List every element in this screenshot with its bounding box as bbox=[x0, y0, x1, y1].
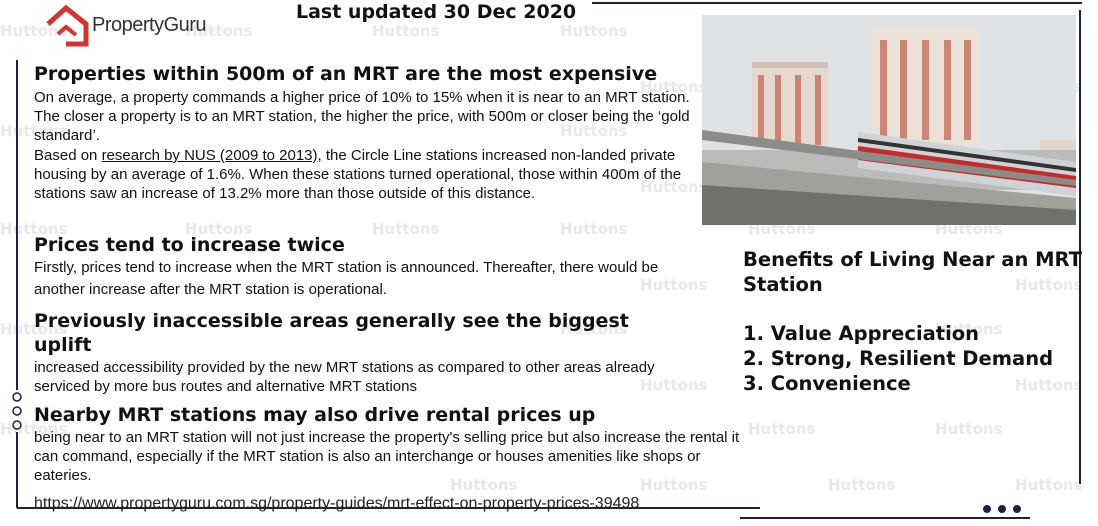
logo: PropertyGuru bbox=[92, 14, 207, 36]
watermark: Huttons bbox=[372, 220, 440, 238]
watermark: Huttons bbox=[560, 122, 628, 140]
benefit-item: 1. Value Appreciation bbox=[743, 322, 980, 345]
watermark: Huttons bbox=[560, 22, 628, 40]
source-url[interactable]: https://www.propertyguru.com.sg/property… bbox=[34, 495, 640, 512]
watermark: Huttons bbox=[1015, 376, 1083, 394]
watermark: Huttons bbox=[640, 178, 708, 196]
section-heading: Properties within 500m of an MRT are the… bbox=[34, 63, 658, 85]
watermark: Huttons bbox=[560, 320, 628, 338]
section-text: increased accessibility provided by the … bbox=[34, 359, 655, 395]
watermark: Huttons bbox=[748, 420, 816, 438]
section-text: On average, a property commands a higher… bbox=[34, 89, 690, 144]
last-updated: Last updated 30 Dec 2020 bbox=[296, 1, 577, 23]
section-heading: Previously inaccessible areas generally … bbox=[34, 310, 629, 356]
watermark: Huttons bbox=[372, 22, 440, 40]
section-heading: Nearby MRT stations may also drive renta… bbox=[34, 404, 596, 426]
section-text: being near to an MRT station will not ju… bbox=[34, 429, 740, 484]
benefit-item: 3. Convenience bbox=[743, 372, 911, 395]
watermark: Huttons bbox=[1015, 476, 1083, 494]
benefits-title: Benefits of Living Near an MRT Station bbox=[743, 248, 1082, 296]
section-heading: Prices tend to increase twice bbox=[34, 234, 345, 256]
photo bbox=[702, 15, 1076, 225]
benefit-item: 2. Strong, Resilient Demand bbox=[743, 347, 1054, 370]
link[interactable]: research by NUS (2009 to 2013), bbox=[101, 147, 322, 164]
watermark: Huttons bbox=[828, 476, 896, 494]
watermark: Huttons bbox=[450, 476, 518, 494]
watermark: Huttons bbox=[935, 320, 1003, 338]
text: Based on bbox=[34, 147, 102, 164]
watermark: Huttons bbox=[560, 220, 628, 238]
section-text: Firstly, prices tend to increase when th… bbox=[34, 259, 659, 298]
watermark: Huttons bbox=[185, 220, 253, 238]
watermark: Huttons bbox=[640, 476, 708, 494]
watermark: Huttons bbox=[640, 78, 708, 96]
watermark: Huttons bbox=[1015, 276, 1083, 294]
section-text: Based on research by NUS (2009 to 2013),… bbox=[34, 146, 699, 203]
watermark: Huttons bbox=[640, 276, 708, 294]
watermark: Huttons bbox=[640, 376, 708, 394]
text: the Circle Line stations increased non-l… bbox=[34, 147, 682, 202]
watermark: Huttons bbox=[935, 420, 1003, 438]
logo-icon bbox=[46, 4, 89, 47]
watermark: Huttons bbox=[185, 22, 253, 40]
watermark: Huttons bbox=[0, 22, 68, 40]
